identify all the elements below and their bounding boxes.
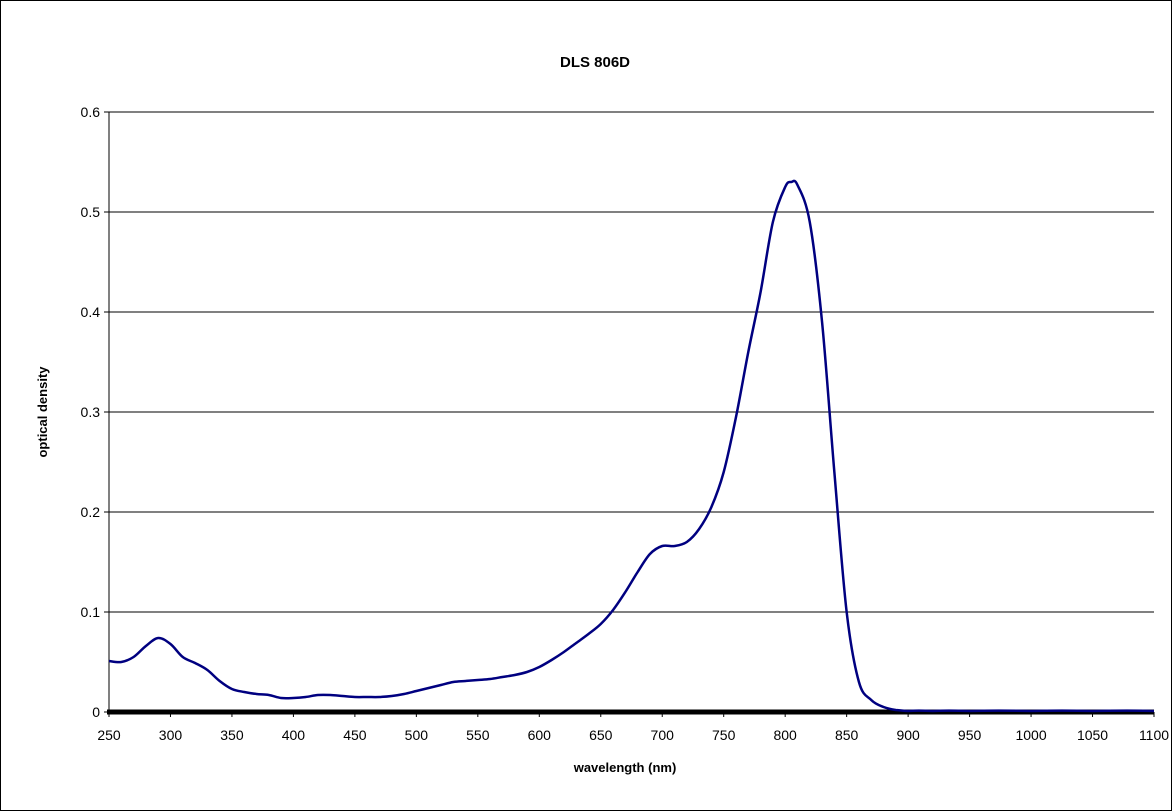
x-tick-labels: 250 300 350 400 450 500 550 600 650 700 750 800 850 9… xyxy=(97,727,1169,743)
x-tick-label: 650 xyxy=(589,727,613,743)
y-tick-label: 0.5 xyxy=(81,204,101,220)
series-line-od xyxy=(108,179,1155,713)
gridlines xyxy=(109,111,1154,613)
y-tick-labels: 0 0.1 0.2 0.3 0.4 0.5 0.6 xyxy=(81,104,101,720)
y-tick-label: 0.1 xyxy=(81,604,101,620)
x-tick-label: 500 xyxy=(405,727,429,743)
x-tick-label: 800 xyxy=(773,727,797,743)
x-tick-label: 900 xyxy=(896,727,920,743)
x-tick-label: 600 xyxy=(528,727,552,743)
x-tick-label: 1000 xyxy=(1015,727,1046,743)
x-tick-label: 350 xyxy=(220,727,244,743)
y-tick-label: 0.4 xyxy=(81,304,101,320)
chart-title: DLS 806D xyxy=(560,54,630,71)
x-tick-label: 750 xyxy=(712,727,736,743)
y-tick-label: 0.3 xyxy=(81,404,101,420)
x-tick-label: 1100 xyxy=(1139,727,1169,743)
x-tick-label: 950 xyxy=(958,727,982,743)
x-tick-label: 1050 xyxy=(1077,727,1108,743)
y-tick-label: 0.2 xyxy=(81,504,101,520)
x-axis-label: wavelength (nm) xyxy=(573,760,677,775)
axes xyxy=(104,111,1155,717)
x-tick-label: 400 xyxy=(282,727,306,743)
x-tick-label: 550 xyxy=(466,727,490,743)
y-tick-label: 0.6 xyxy=(81,104,101,120)
x-tick-label: 700 xyxy=(651,727,675,743)
y-axis-label: optical density xyxy=(35,366,50,458)
x-tick-label: 450 xyxy=(343,727,367,743)
x-tick-label: 300 xyxy=(159,727,183,743)
y-tick-label: 0 xyxy=(92,704,100,720)
x-tick-label: 850 xyxy=(835,727,859,743)
x-tick-label: 250 xyxy=(97,727,121,743)
